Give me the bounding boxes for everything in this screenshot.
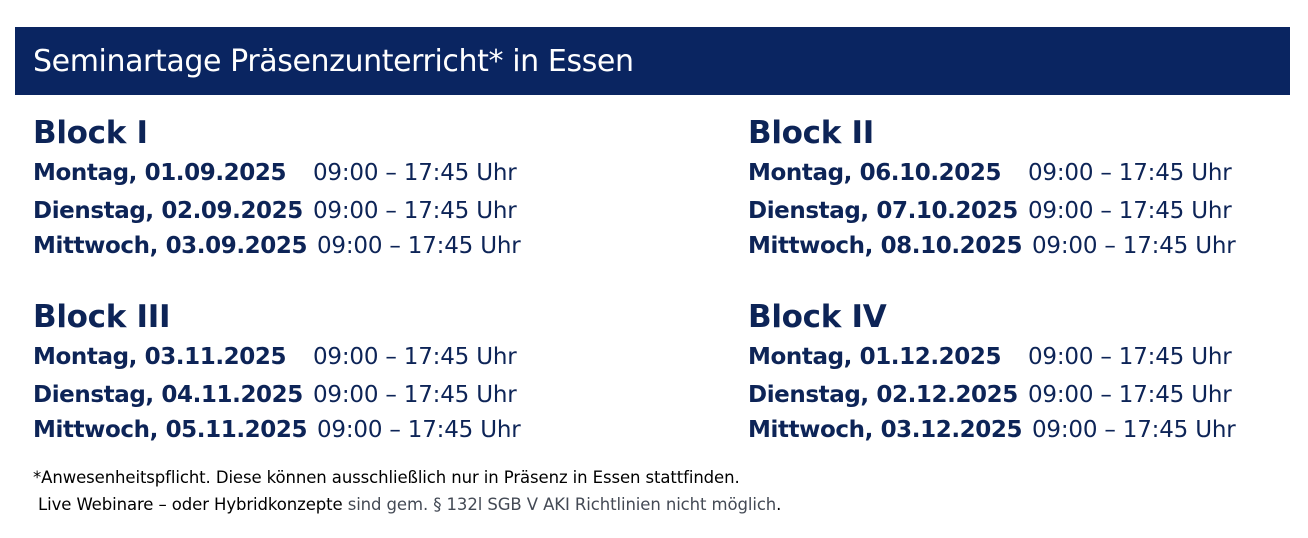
session-date: Dienstag, 07.10.2025	[748, 198, 1018, 224]
session-time: 09:00 – 17:45 Uhr	[313, 198, 517, 224]
session-time: 09:00 – 17:45 Uhr	[313, 344, 517, 370]
session-date: Montag, 01.12.2025	[748, 344, 1002, 370]
session-date: Mittwoch, 05.11.2025	[33, 417, 308, 443]
block-title: Block I	[33, 115, 148, 151]
session-date: Mittwoch, 03.12.2025	[748, 417, 1023, 443]
session-row: Montag, 01.09.2025 09:00 – 17:45 Uhr	[33, 160, 593, 190]
session-time: 09:00 – 17:45 Uhr	[317, 417, 521, 443]
session-row: Dienstag, 04.11.2025 09:00 – 17:45 Uhr	[33, 382, 593, 412]
block-title: Block IV	[748, 299, 887, 335]
session-date: Dienstag, 04.11.2025	[33, 382, 303, 408]
session-time: 09:00 – 17:45 Uhr	[317, 233, 521, 259]
session-row: Mittwoch, 03.12.2025 09:00 – 17:45 Uhr	[748, 417, 1308, 447]
session-time: 09:00 – 17:45 Uhr	[1028, 160, 1232, 186]
session-row: Montag, 03.11.2025 09:00 – 17:45 Uhr	[33, 344, 593, 374]
footnote-line-2: Live Webinare – oder Hybridkonzepte sind…	[38, 495, 781, 514]
session-row: Montag, 01.12.2025 09:00 – 17:45 Uhr	[748, 344, 1308, 374]
session-time: 09:00 – 17:45 Uhr	[1028, 382, 1232, 408]
session-date: Dienstag, 02.12.2025	[748, 382, 1018, 408]
footnote-emphasis: Live Webinare – oder Hybridkonzepte	[38, 495, 343, 514]
session-row: Mittwoch, 08.10.2025 09:00 – 17:45 Uhr	[748, 233, 1308, 263]
session-time: 09:00 – 17:45 Uhr	[1032, 233, 1236, 259]
session-date: Montag, 01.09.2025	[33, 160, 287, 186]
session-row: Montag, 06.10.2025 09:00 – 17:45 Uhr	[748, 160, 1308, 190]
session-date: Montag, 03.11.2025	[33, 344, 287, 370]
session-row: Dienstag, 02.09.2025 09:00 – 17:45 Uhr	[33, 198, 593, 228]
footnote-text: *Anwesenheitspflicht. Diese können aussc…	[33, 468, 740, 487]
session-time: 09:00 – 17:45 Uhr	[313, 382, 517, 408]
session-row: Dienstag, 02.12.2025 09:00 – 17:45 Uhr	[748, 382, 1308, 412]
page-title: Seminartage Präsenzunterricht* in Essen	[33, 43, 634, 79]
block-1: Block I Montag, 01.09.2025 09:00 – 17:45…	[33, 115, 593, 265]
session-time: 09:00 – 17:45 Uhr	[1028, 344, 1232, 370]
block-title: Block III	[33, 299, 171, 335]
session-row: Mittwoch, 05.11.2025 09:00 – 17:45 Uhr	[33, 417, 593, 447]
session-row: Dienstag, 07.10.2025 09:00 – 17:45 Uhr	[748, 198, 1308, 228]
block-title: Block II	[748, 115, 875, 151]
block-4: Block IV Montag, 01.12.2025 09:00 – 17:4…	[748, 299, 1308, 449]
session-date: Mittwoch, 03.09.2025	[33, 233, 308, 259]
session-time: 09:00 – 17:45 Uhr	[1028, 198, 1232, 224]
header-bar: Seminartage Präsenzunterricht* in Essen	[15, 27, 1290, 95]
session-date: Mittwoch, 08.10.2025	[748, 233, 1023, 259]
session-time: 09:00 – 17:45 Uhr	[1032, 417, 1236, 443]
session-date: Dienstag, 02.09.2025	[33, 198, 303, 224]
session-row: Mittwoch, 03.09.2025 09:00 – 17:45 Uhr	[33, 233, 593, 263]
block-2: Block II Montag, 06.10.2025 09:00 – 17:4…	[748, 115, 1308, 265]
footnote-muted: sind gem. § 132l SGB V AKI Richtlinien n…	[342, 495, 777, 514]
block-3: Block III Montag, 03.11.2025 09:00 – 17:…	[33, 299, 593, 449]
footnote-line-1: *Anwesenheitspflicht. Diese können aussc…	[33, 468, 740, 487]
session-time: 09:00 – 17:45 Uhr	[313, 160, 517, 186]
footnote-period: .	[776, 495, 782, 514]
session-date: Montag, 06.10.2025	[748, 160, 1002, 186]
